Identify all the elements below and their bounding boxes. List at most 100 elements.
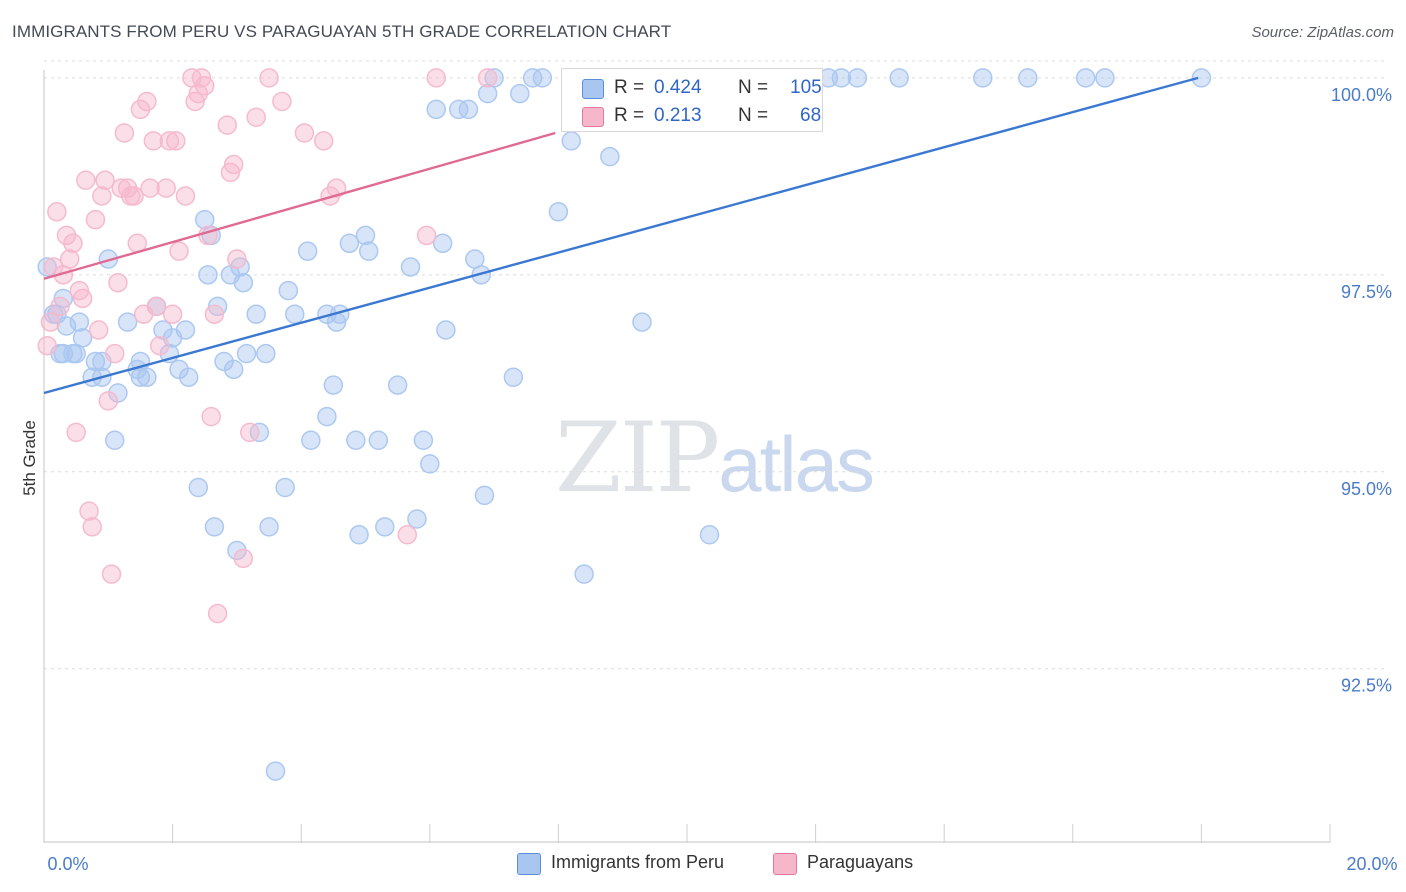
data-point — [162, 304, 183, 324]
data-point — [246, 304, 266, 324]
data-point — [1191, 68, 1212, 88]
data-point — [76, 170, 96, 191]
data-point — [227, 249, 247, 269]
data-point — [368, 430, 389, 450]
series-label-paraguayans: Paraguayans — [807, 852, 914, 872]
trend-line-peru — [43, 76, 1199, 395]
data-point — [275, 477, 295, 498]
data-point — [600, 146, 620, 167]
data-point — [108, 272, 128, 293]
data-point — [339, 233, 360, 254]
data-point — [1018, 68, 1038, 88]
data-point — [149, 335, 170, 356]
data-point — [175, 320, 196, 340]
source-note: Source: ZipAtlas.com — [1251, 24, 1394, 41]
data-point — [375, 517, 395, 537]
series-peru — [37, 68, 1212, 781]
correlation-legend: R = 0.424 N = 105 R = 0.213 N = 68 — [561, 68, 823, 132]
data-point — [195, 76, 215, 96]
data-point — [259, 517, 279, 537]
data-point — [156, 178, 176, 198]
legend-r-value-paraguayans: 0.213 — [654, 105, 702, 126]
data-point — [117, 312, 138, 332]
data-point — [831, 68, 852, 88]
data-point — [484, 68, 504, 88]
data-point — [358, 241, 379, 261]
data-point — [159, 131, 180, 151]
data-point — [432, 233, 453, 254]
data-point — [82, 517, 102, 537]
data-point — [548, 202, 569, 222]
data-point — [297, 241, 318, 261]
series-legend: Immigrants from Peru Paraguayans — [0, 852, 1406, 878]
data-point — [246, 107, 266, 128]
data-point — [474, 485, 495, 506]
data-point — [400, 257, 421, 277]
data-point — [188, 477, 209, 498]
data-point — [561, 131, 582, 151]
data-point — [104, 343, 125, 364]
data-point — [1075, 68, 1096, 88]
data-point — [847, 68, 868, 88]
data-point — [207, 603, 228, 624]
data-point — [98, 391, 119, 411]
data-point — [510, 83, 530, 104]
data-point — [104, 430, 125, 450]
legend-swatch-paraguayans — [582, 107, 604, 127]
data-point — [889, 68, 909, 88]
data-point — [92, 186, 112, 206]
chart-title: IMMIGRANTS FROM PERU VS PARAGUAYAN 5TH G… — [12, 22, 672, 41]
data-point — [114, 123, 135, 143]
data-point — [50, 296, 70, 317]
y-tick-label: 100.0% — [1331, 85, 1392, 105]
series-swatch-paraguayans — [773, 853, 797, 875]
data-point — [169, 241, 189, 261]
data-point — [416, 225, 437, 246]
data-point — [124, 186, 144, 206]
data-point — [699, 525, 720, 545]
data-point — [355, 225, 376, 246]
legend-n-label: N = — [738, 77, 769, 98]
data-point — [278, 280, 299, 301]
series-paraguayans — [37, 68, 498, 624]
data-point — [259, 68, 279, 88]
data-point — [85, 209, 106, 230]
tick-labels: 92.5% 95.0% 97.5% 100.0% 0.0% 20.0% 5th Grade — [20, 85, 1398, 874]
data-point — [201, 406, 221, 427]
data-point — [313, 131, 334, 151]
legend-n-value-paraguayans: 68 — [800, 105, 822, 126]
data-point — [574, 564, 594, 584]
data-point — [88, 320, 109, 340]
data-point — [37, 335, 57, 356]
y-axis-title: 5th Grade — [20, 420, 39, 496]
legend-r-label: R = — [614, 77, 645, 98]
data-point — [420, 454, 440, 474]
data-point — [294, 123, 315, 143]
data-point — [37, 257, 57, 277]
data-point — [233, 548, 254, 569]
data-point — [285, 304, 305, 324]
data-point — [69, 312, 90, 332]
x-tick-label: 20.0% — [1346, 854, 1397, 874]
data-point — [236, 343, 257, 364]
data-points — [37, 68, 1212, 781]
watermark-atlas: atlas — [718, 420, 875, 508]
data-point — [101, 564, 122, 584]
data-point — [326, 178, 347, 198]
data-point — [349, 525, 369, 545]
x-tick-label: 0.0% — [47, 854, 88, 874]
data-point — [66, 422, 86, 443]
data-point — [59, 249, 80, 269]
legend-n-value-peru: 105 — [790, 77, 822, 98]
trend-line-paraguayans — [43, 131, 556, 280]
data-point — [140, 178, 160, 198]
data-point — [317, 406, 337, 427]
data-point — [413, 430, 434, 450]
data-point — [346, 430, 366, 450]
legend-row-peru: R = 0.424 N = 105 — [562, 74, 822, 102]
data-point — [95, 170, 115, 191]
data-point — [72, 328, 93, 348]
data-point — [632, 312, 652, 332]
data-point — [146, 296, 167, 317]
